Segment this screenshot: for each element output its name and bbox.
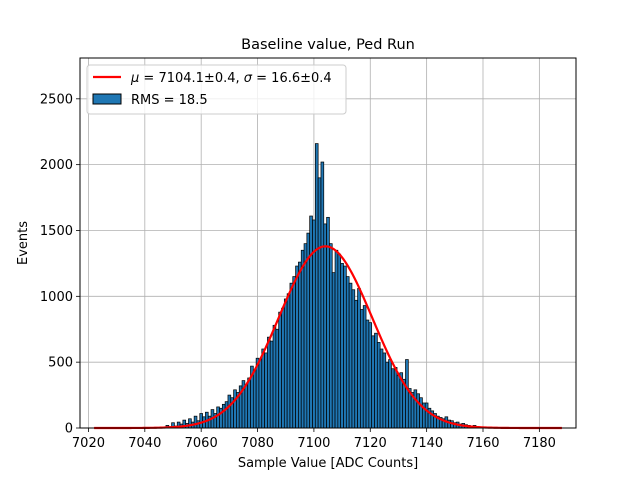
histogram-bar bbox=[303, 243, 308, 429]
y-tick-label: 500 bbox=[48, 356, 73, 371]
histogram-bar bbox=[360, 309, 364, 429]
histogram-bar bbox=[365, 319, 370, 429]
histogram-bar bbox=[278, 311, 282, 429]
histogram-bar bbox=[348, 282, 353, 429]
legend: μ = 7104.1±0.4, σ = 16.6±0.4 RMS = 18.5 bbox=[86, 64, 347, 115]
axis-ticks: 7020 7040 7060 7080 7100 7120 7140 7160 7180 0 500… bbox=[40, 92, 556, 451]
histogram-bar bbox=[317, 177, 322, 429]
histogram-bar bbox=[233, 389, 237, 429]
histogram-bar bbox=[388, 359, 392, 429]
histogram-bar bbox=[275, 328, 280, 429]
histogram-bar bbox=[258, 359, 263, 429]
histogram-bar bbox=[289, 282, 294, 429]
histogram-bar bbox=[188, 418, 192, 429]
histogram-bar bbox=[354, 299, 358, 429]
y-tick-label: 2500 bbox=[40, 92, 73, 107]
histogram-bar bbox=[334, 249, 339, 429]
x-axis-label: Sample Value [ADC Counts] bbox=[238, 456, 418, 471]
histogram-bar bbox=[221, 403, 226, 429]
histogram-bar bbox=[379, 348, 384, 429]
histogram-bar bbox=[416, 393, 420, 429]
y-axis-label: Events bbox=[16, 221, 31, 265]
histogram-bar bbox=[193, 415, 198, 429]
histogram-bar bbox=[244, 384, 249, 429]
histogram-bar bbox=[385, 361, 389, 429]
legend-mu-text: = 7104.1±0.4, bbox=[139, 71, 243, 86]
histogram-bar bbox=[376, 342, 381, 429]
x-tick-label: 7180 bbox=[523, 436, 556, 451]
histogram-bar bbox=[357, 288, 361, 429]
histogram-bar bbox=[320, 161, 325, 429]
histogram-bar bbox=[326, 216, 330, 429]
histogram-bar bbox=[298, 261, 302, 429]
legend-hist-swatch bbox=[92, 93, 122, 105]
gaussian-fit-curve bbox=[94, 245, 562, 430]
y-tick-label: 2000 bbox=[40, 158, 73, 173]
histogram-bar bbox=[413, 389, 418, 429]
histogram-bar bbox=[419, 397, 423, 429]
x-tick-label: 7080 bbox=[241, 436, 274, 451]
x-tick-label: 7100 bbox=[297, 436, 330, 451]
histogram-bar bbox=[247, 377, 251, 429]
plot-area: 7020 7040 7060 7080 7100 7120 7140 7160 7180 0 500… bbox=[40, 57, 577, 451]
histogram-bar bbox=[331, 272, 336, 429]
x-tick-label: 7020 bbox=[72, 436, 105, 451]
histogram-bar bbox=[362, 305, 367, 429]
histogram-bar bbox=[345, 276, 350, 429]
histogram-bar bbox=[340, 263, 344, 429]
histogram-bar bbox=[281, 307, 285, 429]
histogram-bar bbox=[337, 253, 342, 429]
histogram-bar bbox=[286, 293, 291, 429]
legend-fit-label: μ = 7104.1±0.4, σ = 16.6±0.4 bbox=[130, 71, 332, 86]
histogram-bar bbox=[343, 265, 347, 429]
legend-sigma-text: = 16.6±0.4 bbox=[252, 71, 332, 86]
histogram-bar bbox=[314, 143, 319, 429]
legend-mu-symbol: μ bbox=[130, 71, 139, 86]
histogram-bar bbox=[309, 215, 313, 429]
x-tick-label: 7120 bbox=[354, 436, 387, 451]
histogram-bar bbox=[329, 243, 333, 429]
histogram-bar bbox=[374, 332, 378, 429]
x-tick-label: 7140 bbox=[410, 436, 443, 451]
histogram-bar bbox=[261, 348, 265, 429]
histogram-bar bbox=[252, 369, 257, 429]
histogram-bar bbox=[227, 394, 232, 429]
chart-title: Baseline value, Ped Run bbox=[241, 37, 415, 53]
axes-frame bbox=[79, 57, 577, 429]
histogram-bar bbox=[306, 232, 311, 429]
histogram-bar bbox=[371, 335, 375, 429]
histogram-bar bbox=[391, 368, 395, 429]
histogram-bar bbox=[199, 413, 203, 429]
y-tick-label: 1000 bbox=[40, 290, 73, 305]
histogram-bar bbox=[224, 401, 229, 429]
legend-hist-label: RMS = 18.5 bbox=[131, 93, 208, 108]
histogram-bar bbox=[300, 249, 305, 429]
x-tick-label: 7160 bbox=[466, 436, 499, 451]
x-tick-label: 7060 bbox=[185, 436, 218, 451]
histogram-bar bbox=[267, 336, 271, 429]
histogram-bar bbox=[368, 322, 373, 429]
histogram-bar bbox=[405, 359, 409, 429]
histogram-bar bbox=[269, 340, 274, 429]
histogram-bar bbox=[424, 402, 429, 429]
histogram-bar bbox=[272, 324, 277, 429]
histogram-bar bbox=[323, 223, 327, 429]
histogram-bar bbox=[351, 289, 356, 429]
histogram-bar bbox=[396, 374, 401, 429]
legend-sigma-symbol: σ bbox=[244, 71, 253, 86]
y-tick-label: 1500 bbox=[40, 224, 73, 239]
legend-box bbox=[86, 64, 347, 115]
histogram-bar bbox=[382, 352, 387, 429]
histogram-bar bbox=[295, 265, 299, 429]
histogram-bar bbox=[216, 406, 220, 429]
y-tick-label: 0 bbox=[65, 422, 73, 437]
histogram-bar bbox=[292, 276, 296, 429]
histogram-bar bbox=[264, 352, 268, 429]
histogram-bar bbox=[283, 298, 288, 429]
histogram-bar bbox=[393, 367, 398, 429]
x-tick-label: 7040 bbox=[128, 436, 161, 451]
